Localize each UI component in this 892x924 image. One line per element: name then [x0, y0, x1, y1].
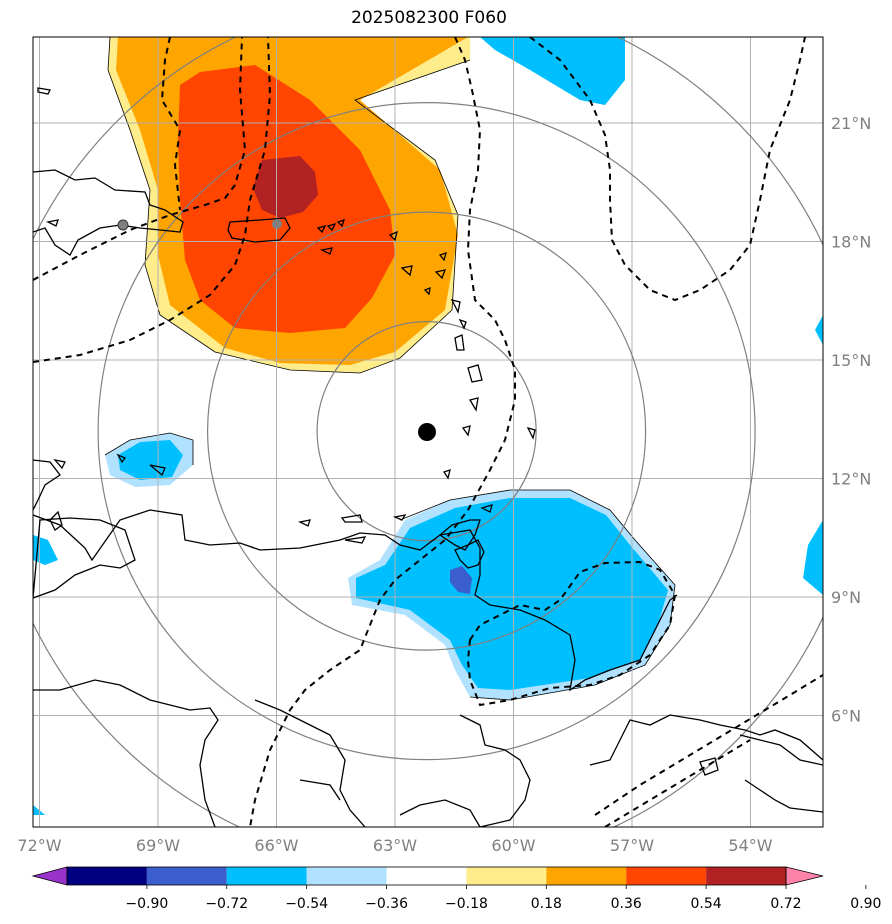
longitude-label: 66°W [254, 836, 298, 855]
coast-islands-row [298, 504, 493, 544]
positive-high-fill [253, 156, 318, 218]
lat-lon-gridlines [33, 37, 823, 827]
dashed-contour-lower-right [466, 560, 677, 707]
colorbar-tick-label: −0.36 [365, 896, 408, 912]
colorbar-segment [626, 867, 707, 885]
dashed-contour-upper-left [33, 37, 247, 281]
dashed-contour-upper-left-2 [160, 37, 182, 211]
coastlines [33, 87, 823, 827]
location-marker-santo-domingo [117, 219, 129, 231]
coast-small-west-islands [37, 87, 719, 776]
coast-lesser-antilles [316, 218, 536, 480]
range-ring [207, 211, 647, 651]
range-rings [33, 37, 823, 827]
colorbar-segment [466, 867, 547, 885]
coast-south-interior [254, 699, 481, 827]
latitude-label: 21°N [831, 114, 871, 133]
coast-left-edge [33, 459, 61, 511]
coast-gulf-paria [438, 519, 481, 551]
negative-left-core [118, 440, 183, 480]
longitude-label: 60°W [491, 836, 535, 855]
colorbar-tick-label: 0.90 [850, 896, 881, 912]
colorbar [31, 866, 824, 886]
colorbar-segment [306, 867, 387, 885]
coast-far-right [739, 734, 823, 813]
colorbar-extend-min [31, 866, 68, 886]
longitude-label: 57°W [610, 836, 654, 855]
latitude-label: 18°N [831, 233, 871, 252]
colorbar-tick-label: −0.18 [445, 896, 488, 912]
coast-south-america-inland [33, 679, 219, 827]
negative-south-core [356, 498, 668, 690]
longitude-label: 63°W [373, 836, 417, 855]
map-plot-area [33, 37, 823, 827]
dashed-contour-bottom-right-2 [604, 739, 751, 827]
latitude-labels: 21°N 18°N 15°N 12°N 9°N 6°N [831, 114, 871, 726]
colorbar-tick-label: 0.72 [770, 896, 801, 912]
colorbar-segment [67, 867, 147, 885]
colorbar-tick-label: 0.54 [691, 896, 722, 912]
coast-lower-right [589, 714, 823, 766]
colorbar-tick-label: −0.90 [125, 896, 168, 912]
colorbar-segment [386, 867, 467, 885]
colorbar-tick-label: −0.72 [205, 896, 248, 912]
latitude-label: 9°N [831, 588, 861, 607]
colorbar-tick-label: 0.36 [611, 896, 642, 912]
longitude-label: 69°W [136, 836, 180, 855]
latitude-label: 15°N [831, 351, 871, 370]
colorbar-tick-label: 0.18 [531, 896, 562, 912]
coast-guiana [459, 714, 531, 827]
coast-lake-maracaibo [49, 510, 63, 531]
storm-center-marker [418, 423, 436, 441]
dashed-contour-right [529, 37, 806, 302]
map-frame [32, 36, 824, 828]
negative-upper-right-fill [815, 315, 823, 345]
dashed-contour-left [33, 37, 272, 363]
colorbar-extend-max [785, 866, 824, 886]
dashed-contour-center [249, 37, 516, 827]
colorbar-segment [706, 867, 786, 885]
longitude-label: 72°W [17, 836, 61, 855]
range-ring [97, 102, 756, 761]
longitude-labels: 72°W 69°W 66°W 63°W 60°W 57°W 54°W [17, 836, 772, 855]
coast-hispaniola [33, 169, 184, 256]
longitude-label: 54°W [728, 836, 772, 855]
anomaly-outline-contours [104, 37, 676, 701]
colorbar-frame [66, 866, 787, 886]
range-ring [316, 321, 537, 542]
coast-trinidad [454, 539, 485, 569]
negative-south-strong [450, 566, 472, 594]
dashed-contours [33, 37, 823, 827]
negative-right-fill [803, 520, 823, 595]
map-title: 2025082300 F060 [351, 8, 507, 28]
colorbar-segment [226, 867, 307, 885]
colorbar-labels: −0.90 −0.72 −0.54 −0.36 −0.18 0.18 0.36 0.54 0.7… [125, 885, 881, 912]
colorbar-segment [146, 867, 227, 885]
negative-top-fill [480, 37, 625, 105]
latitude-label: 12°N [831, 470, 871, 489]
colorbar-tick-label: −0.54 [285, 896, 328, 912]
dashed-contour-bottom-right [594, 674, 823, 816]
colorbar-segment [546, 867, 627, 885]
coast-puerto-rico [227, 217, 291, 243]
latitude-label: 6°N [831, 707, 861, 726]
location-marker-san-juan [272, 219, 282, 229]
